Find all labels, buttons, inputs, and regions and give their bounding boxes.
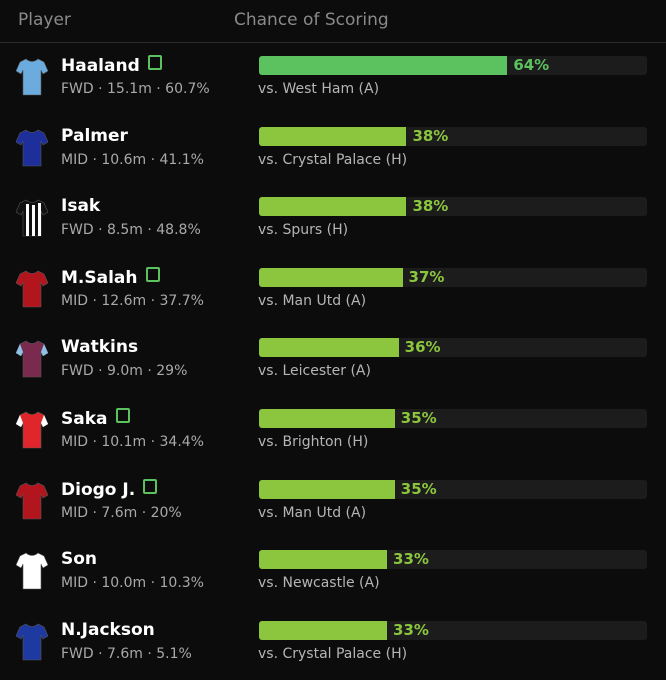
player-name: N.Jackson	[61, 620, 155, 640]
chance-bar	[259, 197, 407, 217]
player-meta: FWD · 8.5m · 48.8%	[61, 222, 201, 239]
bar-track	[259, 126, 647, 146]
player-meta: MID · 12.6m · 37.7%	[61, 292, 204, 309]
chance-label: 38%	[412, 126, 449, 145]
shirt-icon	[15, 198, 49, 242]
fixture: vs. Leicester (A)	[258, 363, 371, 380]
player-meta: FWD · 7.6m · 5.1%	[61, 645, 192, 662]
player-row: N.Jackson FWD · 7.6m · 5.1% 33% vs. Crystal…	[0, 609, 666, 679]
player-meta: MID · 10.6m · 41.1%	[61, 151, 204, 168]
bar-track	[259, 409, 647, 428]
shirt-icon	[15, 339, 49, 383]
player-meta: FWD · 15.1m · 60.7%	[61, 81, 210, 97]
player-row: Saka MID · 10.1m · 34.4% 35% vs. Brighton (…	[0, 397, 666, 467]
player-name: Palmer	[61, 126, 128, 146]
bar-track	[259, 267, 647, 287]
fixture: vs. Brighton (H)	[258, 434, 369, 450]
player-name-text: Diogo J.	[61, 479, 136, 500]
player-row: Palmer MID · 10.6m · 41.1% 38% vs. Crystal …	[0, 115, 666, 185]
shirt-icon	[15, 551, 49, 595]
fixture: vs. Newcastle (A)	[258, 575, 380, 592]
player-name: Watkins	[61, 337, 138, 357]
status-badge	[143, 478, 158, 494]
player-meta: FWD · 9.0m · 29%	[61, 363, 188, 380]
shirt-icon	[15, 128, 49, 172]
chance-label: 33%	[393, 550, 429, 569]
bar-track	[259, 620, 647, 640]
status-badge	[147, 55, 162, 70]
player-name-text: Palmer	[61, 125, 128, 146]
chance-bar	[259, 550, 388, 570]
chance-label: 35%	[400, 479, 437, 498]
player-row: M.Salah MID · 12.6m · 37.7% 37% vs. Man Utd…	[0, 256, 666, 326]
shirt-icon	[15, 481, 49, 525]
chance-label: 35%	[400, 409, 437, 427]
player-name: M.Salah	[61, 266, 160, 288]
column-header: Player	[18, 10, 71, 30]
player-meta: MID · 10.0m · 10.3%	[61, 575, 204, 592]
fixture: vs. Spurs (H)	[258, 222, 349, 239]
player-name-text: Watkins	[61, 337, 139, 358]
player-name: Isak	[61, 196, 100, 216]
chance-bar	[259, 56, 508, 75]
chance-label: 37%	[408, 267, 445, 286]
player-row: Diogo J. MID · 7.6m · 20% 35% vs. Man Utd (…	[0, 468, 666, 538]
player-name-text: N.Jackson	[61, 619, 155, 640]
chance-label: 33%	[393, 620, 429, 639]
player-row: Haaland FWD · 15.1m · 60.7% 64% vs. West Ha…	[0, 44, 666, 114]
chance-bar	[259, 409, 395, 428]
bar-track	[259, 56, 647, 75]
player-name-text: M.Salah	[61, 267, 138, 288]
column-header: Chance of Scoring	[234, 10, 389, 30]
player-row: Son MID · 10.0m · 10.3% 33% vs. Newcastle (…	[0, 538, 666, 608]
chance-bar	[259, 620, 388, 640]
chance-bar	[259, 479, 395, 499]
player-name: Diogo J.	[61, 478, 158, 500]
player-meta: MID · 10.1m · 34.4%	[61, 434, 204, 450]
player-name-text: Son	[61, 549, 98, 570]
chance-bar	[259, 126, 407, 146]
shirt-icon	[15, 57, 49, 101]
divider	[0, 42, 666, 43]
player-name: Son	[61, 549, 97, 569]
player-name: Saka	[61, 408, 130, 429]
chance-bar	[259, 267, 403, 287]
chance-bar	[259, 338, 399, 358]
bar-track	[259, 479, 647, 499]
chance-label: 64%	[513, 56, 550, 74]
player-name-text: Isak	[61, 196, 101, 217]
chance-label: 36%	[404, 338, 441, 357]
fixture: vs. Crystal Palace (H)	[258, 151, 408, 168]
bar-track	[259, 197, 647, 217]
chance-label: 38%	[412, 197, 449, 216]
player-name: Haaland	[61, 55, 162, 76]
player-name-text: Saka	[61, 409, 108, 429]
status-badge	[115, 408, 130, 423]
shirt-icon	[15, 269, 49, 313]
player-meta: MID · 7.6m · 20%	[61, 504, 182, 521]
fixture: vs. Crystal Palace (H)	[258, 645, 408, 662]
fixture: vs. West Ham (A)	[258, 81, 380, 97]
fixture: vs. Man Utd (A)	[258, 504, 367, 521]
bar-track	[259, 338, 647, 358]
fixture: vs. Man Utd (A)	[258, 292, 367, 309]
player-row: Isak FWD · 8.5m · 48.8% 38% vs. Spurs (H)	[0, 185, 666, 255]
player-row: Watkins FWD · 9.0m · 29% 36% vs. Leicester …	[0, 326, 666, 396]
shirt-icon	[15, 410, 49, 454]
player-name-text: Haaland	[61, 56, 140, 76]
shirt-icon	[15, 622, 49, 666]
bar-track	[259, 550, 647, 570]
status-badge	[145, 266, 160, 282]
